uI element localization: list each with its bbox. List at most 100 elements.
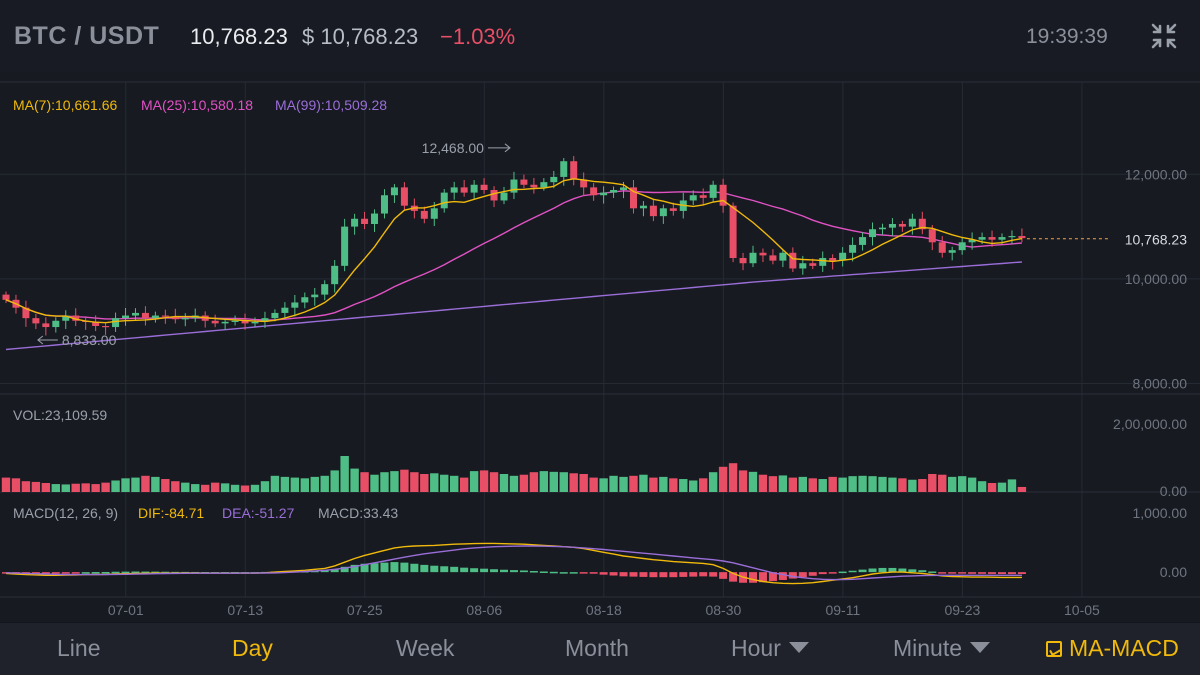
volume-bar (479, 470, 489, 492)
macd-histogram-bar (101, 571, 110, 574)
tab-minute[interactable]: Minute (893, 635, 991, 662)
macd-histogram-bar (480, 568, 489, 573)
macd-histogram-bar (619, 572, 628, 577)
candle (629, 187, 637, 209)
candle (251, 321, 259, 324)
macd-value-legend: MACD:33.43 (318, 505, 398, 521)
volume-bar (848, 476, 857, 492)
volume-bar (1017, 486, 1027, 492)
candle (122, 315, 130, 319)
volume-bar (559, 472, 568, 492)
macd-dea-legend: DEA:-51.27 (222, 505, 295, 521)
candle (928, 229, 936, 243)
macd-dea-line (5, 545, 1022, 581)
volume-bar (21, 481, 31, 492)
price-axis-label: 12,000.00 (1125, 166, 1187, 182)
candle (888, 224, 896, 228)
macd-histogram-bar (430, 565, 439, 573)
macd-histogram-bar (709, 572, 718, 577)
candle (291, 302, 299, 308)
volume-bar (390, 471, 399, 492)
volume-bar (878, 476, 887, 492)
macd-histogram-bar (928, 571, 937, 573)
volume-bar (928, 474, 937, 492)
volume-bar (997, 482, 1007, 492)
macd-histogram-bar (659, 572, 668, 578)
candle (500, 192, 508, 201)
tab-month[interactable]: Month (565, 635, 629, 661)
collapse-fullscreen-icon[interactable] (1150, 22, 1178, 50)
macd-histogram-bar (380, 562, 389, 573)
macd-histogram-bar (460, 567, 469, 573)
macd-histogram-bar (360, 563, 369, 573)
volume-axis-min: 0.00 (1160, 483, 1187, 499)
volume-bar (689, 480, 698, 492)
macd-histogram-bar (509, 570, 518, 573)
candle (221, 321, 229, 324)
macd-histogram-bar (758, 572, 767, 583)
last-price: 10,768.23 (190, 24, 288, 49)
volume-bar (181, 482, 190, 492)
volume-bar (529, 472, 539, 492)
volume-bar (450, 475, 459, 492)
trading-pair[interactable]: BTC / USDT (14, 22, 160, 50)
volume-bar (549, 471, 558, 492)
tab-day[interactable]: Day (232, 635, 273, 661)
macd-histogram-bar (410, 563, 419, 573)
volume-bar (71, 483, 80, 492)
volume-bar (679, 479, 688, 492)
candle (898, 224, 906, 227)
volume-bar (220, 483, 230, 492)
volume-bar (210, 482, 220, 492)
candle (719, 184, 727, 206)
chart-area[interactable]: 10,768.23 12,468.00 8,833.00 12,000.00 10,00… (0, 72, 1200, 622)
candle (958, 242, 966, 251)
volume-bar (987, 483, 997, 492)
macd-histogram-bar (330, 569, 339, 573)
volume-bar (977, 481, 987, 492)
candle (849, 244, 857, 253)
tab-week[interactable]: Week (396, 635, 455, 661)
macd-legend-name: MACD(12, 26, 9) (13, 505, 118, 521)
candle (2, 294, 10, 300)
volume-bar (240, 485, 250, 492)
macd-histogram-bar (549, 571, 558, 574)
tab-line[interactable]: Line (57, 635, 101, 661)
date-axis-label: 07-13 (227, 602, 263, 618)
volume-bar (768, 476, 778, 492)
macd-histogram-bar (400, 562, 409, 573)
macd-axis-zero: 0.00 (1160, 564, 1187, 580)
candle (988, 237, 996, 240)
volume-bar (858, 475, 867, 492)
indicator-icon (1046, 641, 1062, 657)
high-marker-arrowhead (504, 143, 511, 153)
volume-bar (629, 475, 638, 492)
candle (859, 237, 867, 245)
indicator-selector[interactable]: MA-MACD (1046, 635, 1179, 662)
candle (371, 213, 379, 224)
candle (361, 218, 369, 224)
candle (600, 192, 608, 196)
usd-price: $ 10,768.23 (302, 24, 419, 49)
date-axis-label: 07-25 (347, 602, 383, 618)
volume-bar (310, 476, 319, 492)
volume-bar (91, 484, 100, 492)
volume-bar (499, 474, 509, 492)
macd-histogram-bar (131, 571, 140, 574)
volume-bar (589, 477, 598, 492)
macd-histogram-bar (31, 572, 40, 574)
macd-histogram-bar (539, 571, 548, 573)
candle (869, 229, 877, 238)
macd-histogram-bar (978, 572, 987, 574)
candlestick-chart[interactable]: 10,768.23 12,468.00 8,833.00 12,000.00 10,00… (0, 72, 1200, 622)
volume-bar (1007, 479, 1017, 492)
candle (759, 252, 767, 256)
tab-hour[interactable]: Hour (731, 635, 809, 662)
candle (22, 307, 30, 319)
macd-histogram-bar (669, 572, 678, 578)
volume-bar (659, 476, 668, 492)
candle (92, 321, 100, 326)
volume-bar (748, 471, 758, 492)
macd-histogram-bar (918, 570, 927, 573)
macd-histogram-bar (808, 572, 817, 576)
